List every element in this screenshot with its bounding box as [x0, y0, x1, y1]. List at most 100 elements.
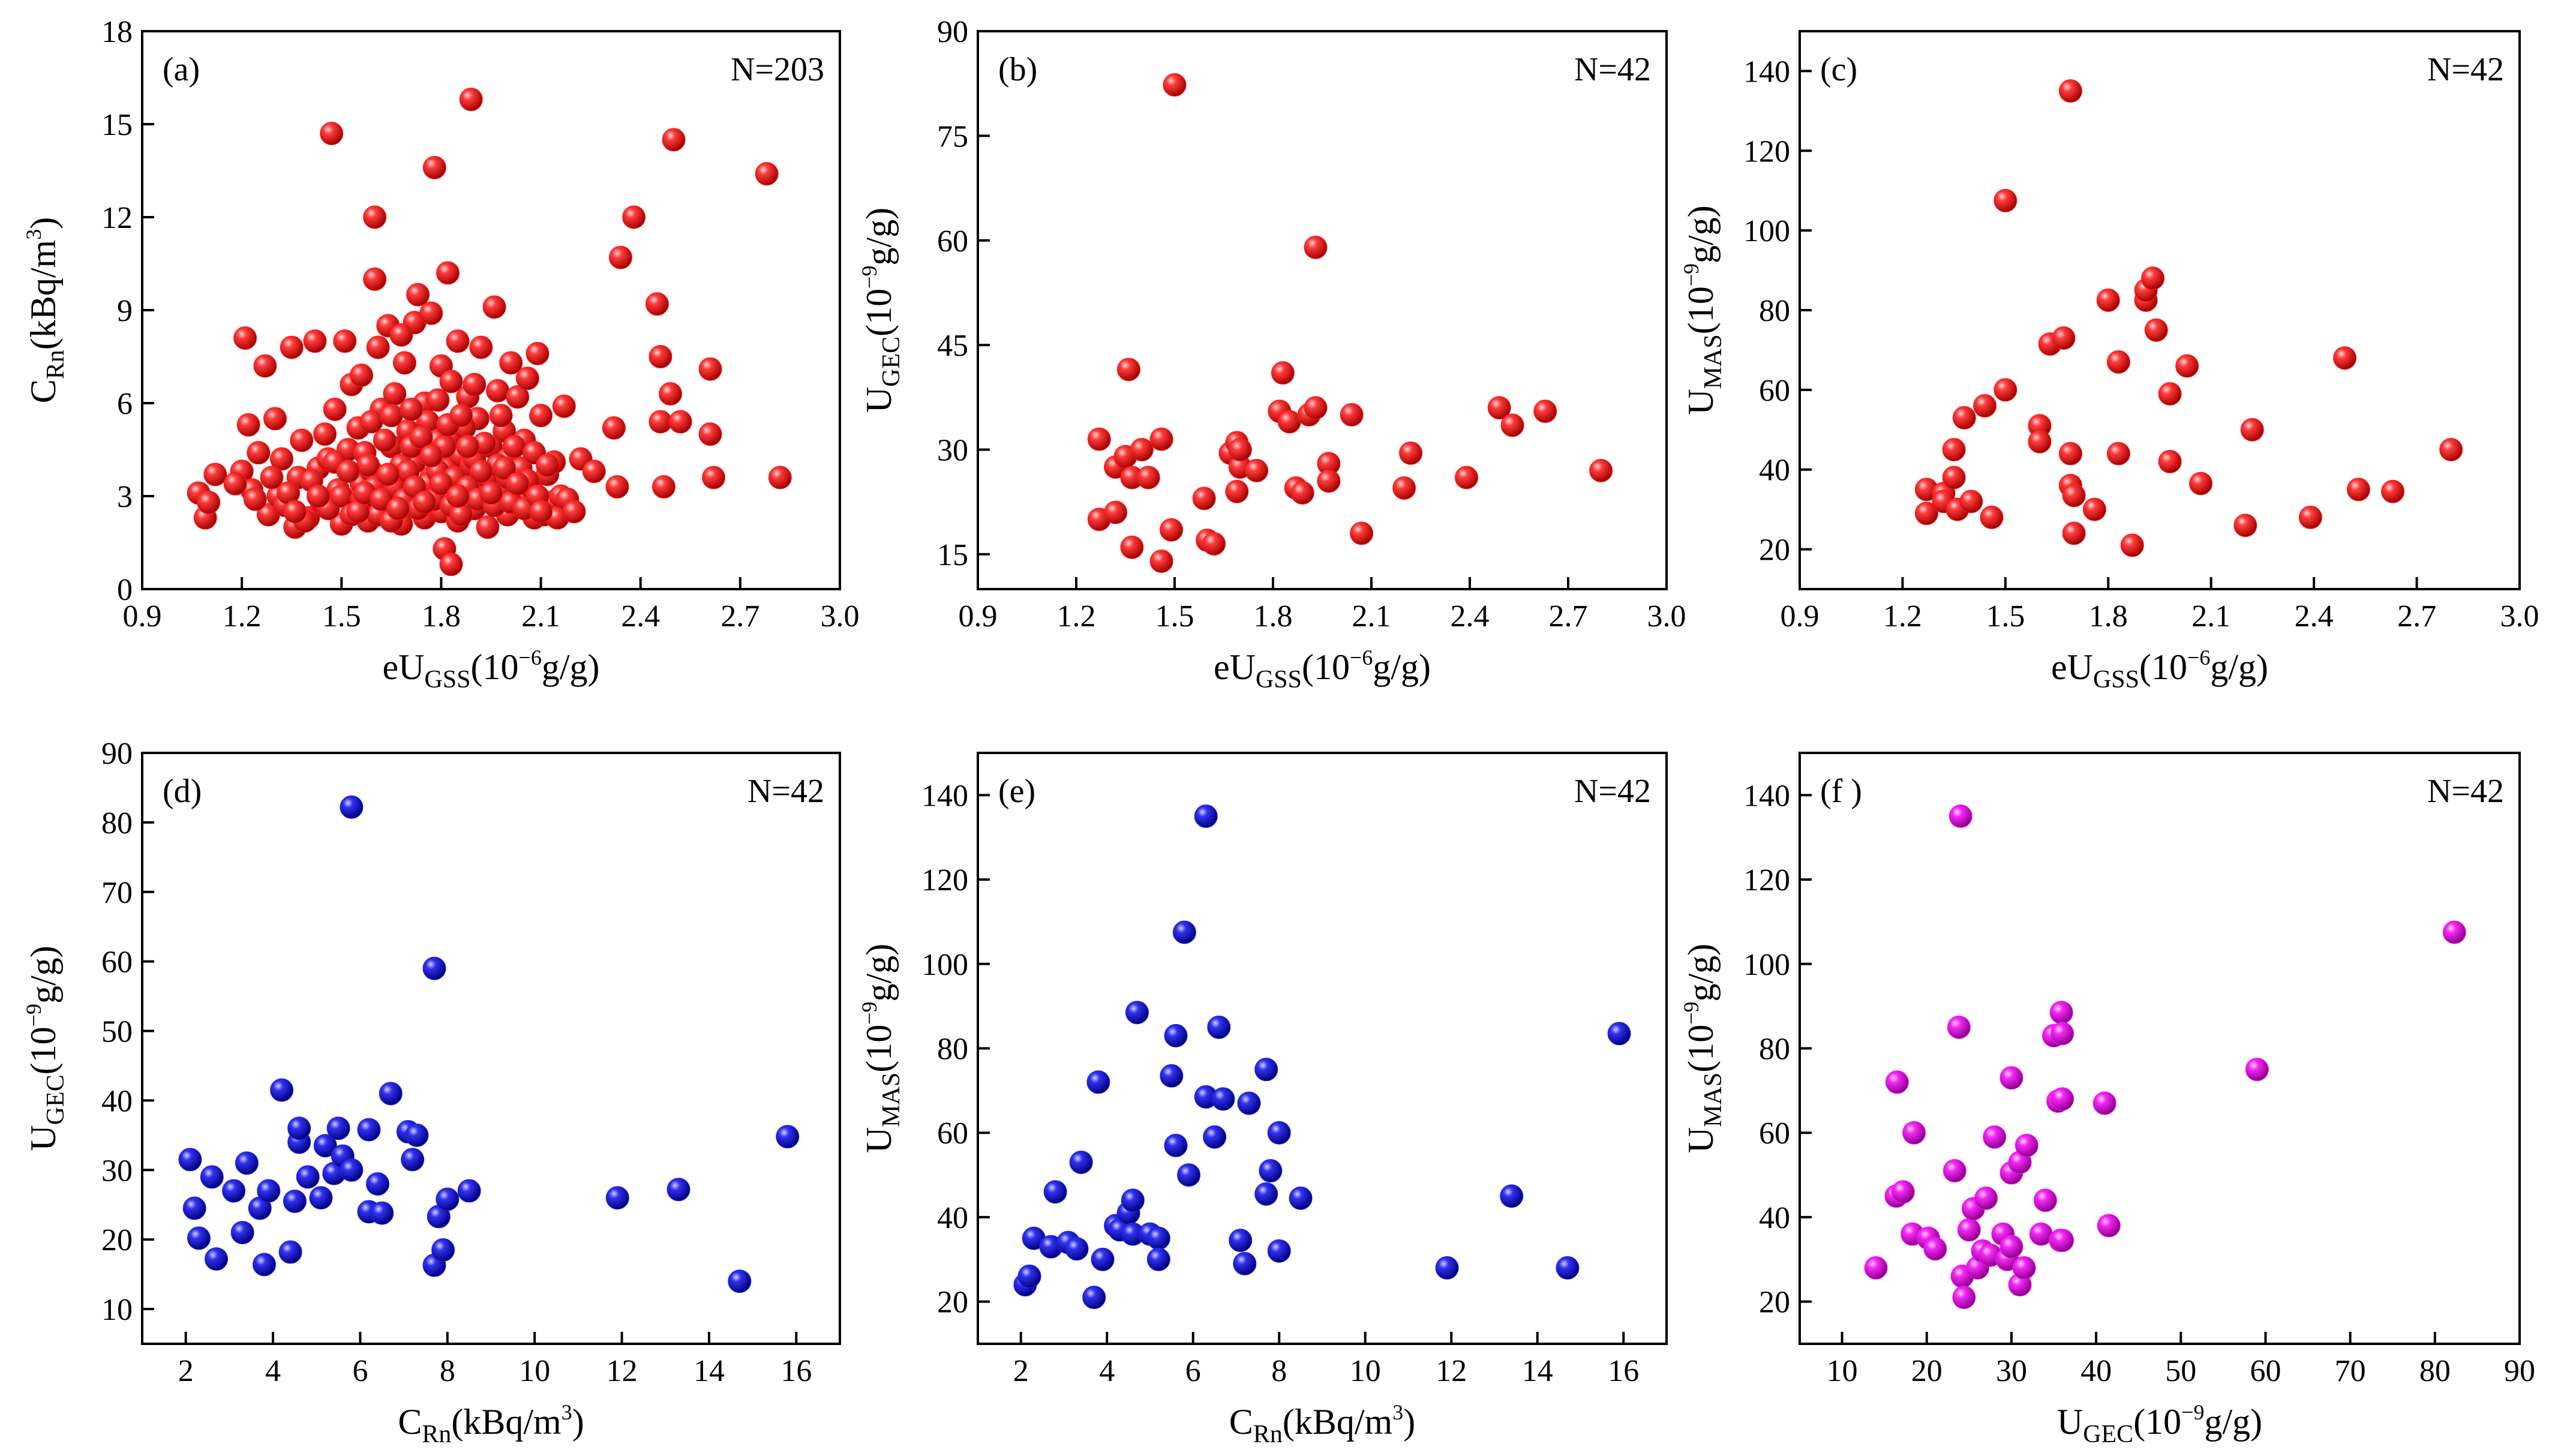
data-point: [1304, 396, 1328, 420]
data-point: [2175, 354, 2199, 378]
axis-title-superscript: −9: [857, 266, 881, 289]
data-point: [605, 1186, 629, 1210]
x-axis-title: UGEC(10−9g/g): [2057, 1400, 2262, 1448]
data-point: [205, 1247, 229, 1271]
data-point: [1104, 500, 1128, 524]
plot-frame: [977, 30, 1668, 590]
scatter-panel-3: 0.9 1.2 1.5 1.8 2.1 2.4 2.7 3.0 20 40 60 80 100 120 14…: [1679, 30, 2539, 694]
data-point: [651, 475, 675, 499]
data-point: [309, 1186, 333, 1210]
axis-title-unit: (kBq/m: [1283, 1402, 1392, 1442]
data-point: [1245, 458, 1269, 482]
data-point: [413, 490, 437, 514]
x-tick-label: 14: [693, 1354, 725, 1388]
scatter-panel-4: 2 4 6 8 10 12 14 16 10 20 30 40 50 60 70 80 90 CRn(kBq/m3…: [22, 737, 841, 1448]
axis-title-subscript: MAS: [878, 1073, 905, 1127]
data-point: [303, 329, 327, 353]
x-tick-label: 2.4: [621, 599, 660, 634]
axis-title-main: U: [1681, 389, 1721, 415]
data-point: [506, 385, 530, 409]
data-point: [389, 323, 413, 347]
y-tick-label: 45: [937, 329, 968, 363]
x-tick-label: 1.5: [1155, 599, 1194, 634]
data-point: [1225, 479, 1249, 503]
data-point: [323, 397, 347, 421]
axis-title-unit: g/g): [859, 208, 899, 266]
y-tick-label: 40: [1759, 1201, 1790, 1235]
axis-title-subscript: Rn: [42, 350, 70, 379]
scatter-panel-6: 10 20 30 40 50 60 70 80 9020406080100120140UGEC(…: [1679, 752, 2535, 1448]
data-point: [506, 472, 530, 496]
axis-title-unit: (10: [23, 1026, 63, 1074]
x-tick-label: 4: [265, 1354, 281, 1388]
data-point: [479, 481, 503, 505]
panel-label: (a): [163, 51, 200, 88]
data-point: [1164, 1133, 1188, 1157]
axis-title-superscript: −9: [2181, 1400, 2204, 1424]
data-point: [2442, 920, 2466, 944]
y-tick-label: 70: [101, 876, 133, 910]
data-point: [457, 1179, 481, 1203]
data-point: [2058, 79, 2082, 103]
axis-title-unit: (10: [471, 647, 519, 687]
x-tick-label: 0.9: [123, 599, 162, 634]
data-point: [243, 487, 267, 511]
data-point: [1259, 1159, 1283, 1183]
data-point: [2439, 438, 2463, 461]
y-tick-label: 100: [1743, 214, 1790, 248]
data-point: [668, 410, 692, 434]
data-point: [296, 1165, 320, 1189]
data-point: [1942, 466, 1966, 490]
axis-title-subscript: GEC: [2083, 1421, 2133, 1448]
y-tick-label: 40: [937, 1201, 968, 1235]
axis-title-subscript: Rn: [422, 1421, 451, 1448]
data-point: [1091, 1247, 1115, 1271]
data-point: [493, 457, 517, 480]
y-tick-label: 60: [1759, 374, 1790, 408]
axis-title-main: U: [1681, 1127, 1721, 1153]
data-point: [422, 155, 446, 179]
data-point: [350, 364, 374, 387]
data-point: [363, 205, 387, 229]
x-tick-label: 4: [1099, 1354, 1115, 1388]
x-tick-label: 0.9: [1781, 599, 1820, 634]
data-point: [290, 428, 314, 452]
y-tick-label: 60: [1759, 1116, 1790, 1151]
y-tick-label: 140: [921, 779, 968, 813]
y-tick-label: 90: [937, 15, 968, 49]
y-tick-label: 120: [1743, 134, 1790, 169]
data-point: [1948, 804, 1972, 828]
data-point: [320, 122, 344, 145]
data-point: [1952, 406, 1976, 430]
axis-title-unit: g/g): [1373, 647, 1431, 687]
data-point: [230, 1221, 254, 1245]
data-point: [1082, 1286, 1106, 1310]
data-point: [2245, 1058, 2269, 1082]
y-tick-label: 12: [101, 201, 133, 235]
data-point: [469, 335, 493, 359]
y-tick-label: 60: [937, 224, 968, 259]
data-point: [1317, 469, 1341, 493]
data-point: [1289, 1186, 1313, 1210]
data-point: [536, 453, 560, 477]
x-tick-label: 12: [1436, 1354, 1467, 1388]
data-point: [486, 379, 510, 403]
data-point: [502, 434, 526, 458]
data-point: [1017, 1264, 1041, 1288]
data-point: [2050, 1087, 2074, 1111]
axis-title-unit: (10: [859, 289, 899, 337]
data-point: [439, 370, 463, 394]
axis-title-superscript: 3: [22, 229, 46, 240]
data-point: [233, 326, 257, 350]
axis-title-unit: g/g): [1681, 944, 1721, 1002]
data-point: [1974, 1186, 1998, 1210]
data-point: [426, 388, 450, 412]
data-point: [1069, 1150, 1093, 1174]
plot-frame: [1799, 30, 2521, 590]
data-point: [476, 515, 500, 539]
data-point: [1160, 1064, 1184, 1088]
data-point: [755, 162, 779, 186]
data-point: [257, 1179, 281, 1203]
axis-title-unit: g/g): [1681, 205, 1721, 263]
data-point: [2052, 326, 2076, 350]
